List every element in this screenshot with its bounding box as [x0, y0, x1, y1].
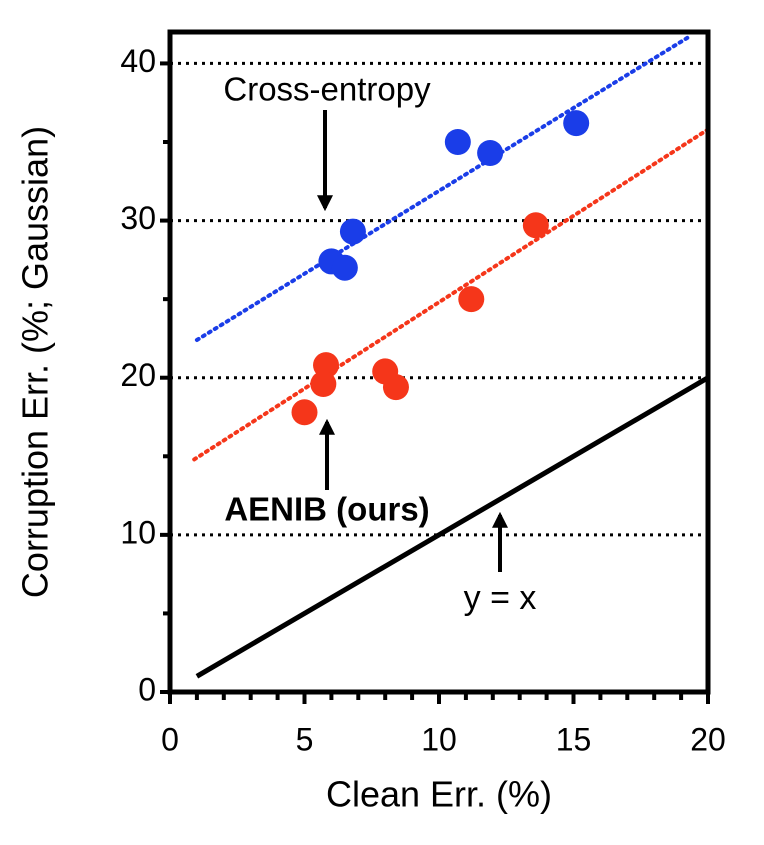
y-tick-label: 30	[120, 200, 156, 236]
x-tick-label: 0	[161, 721, 179, 757]
plot-frame	[167, 29, 711, 695]
y-tick-label: 20	[120, 357, 156, 393]
x-tick-label: 5	[296, 721, 314, 757]
x-axis-title: Clean Err. (%)	[326, 774, 552, 815]
x-tick-label: 15	[556, 721, 592, 757]
line-label: y = x	[464, 579, 537, 617]
point	[522, 212, 549, 239]
y-axis-title: Corruption Err. (%; Gaussian)	[15, 126, 56, 598]
point	[563, 110, 590, 137]
trend-line	[194, 34, 692, 342]
point	[339, 218, 366, 245]
point	[458, 286, 485, 313]
trend-line	[195, 375, 710, 679]
series-label: AENIB (ours)	[224, 491, 429, 528]
point	[477, 140, 504, 166]
y-tick-label: 0	[138, 671, 156, 707]
y-tick-label: 40	[120, 43, 156, 79]
y-tick-label: 10	[120, 514, 156, 550]
x-tick-label: 10	[421, 721, 457, 757]
x-tick-label: 20	[690, 721, 726, 757]
point	[310, 371, 337, 397]
point	[382, 374, 409, 401]
point	[331, 254, 358, 281]
series-label: Cross-entropy	[223, 71, 431, 108]
point	[291, 399, 318, 426]
trend-line	[192, 127, 710, 462]
point	[444, 129, 471, 155]
